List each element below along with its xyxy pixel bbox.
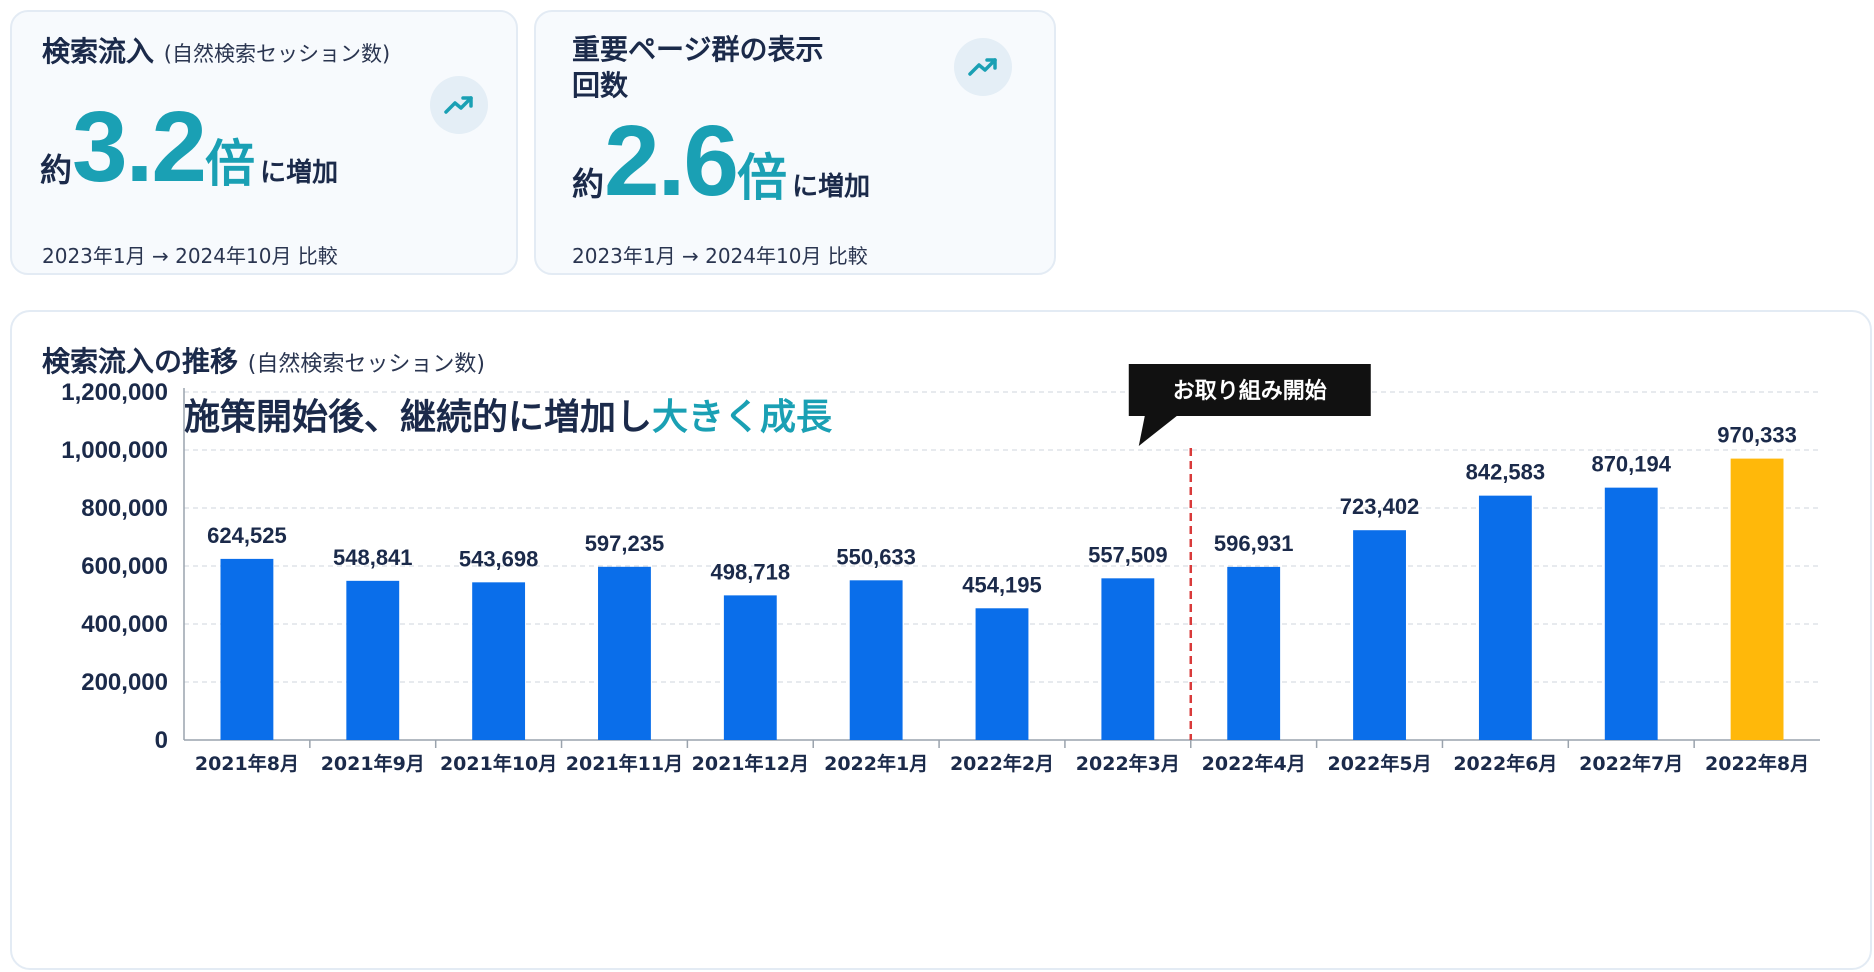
bar [220, 558, 274, 740]
data-label: 597,235 [585, 531, 665, 556]
stat-title-text: 検索流入 [42, 35, 155, 68]
stat-prefix: 約 [572, 165, 605, 203]
y-tick-label: 200,000 [81, 669, 168, 696]
y-tick-label: 800,000 [81, 495, 168, 522]
stat-card-title: 重要ページ群の表示回数 [572, 32, 832, 104]
x-tick-label: 2022年2月 [950, 752, 1054, 775]
stat-card-search-traffic: 検索流入 (自然検索セッション数) 約3.2倍 に増加 2023年1月 → 20… [10, 10, 518, 275]
bar [849, 580, 903, 740]
stat-card-title: 検索流入 (自然検索セッション数) [42, 34, 390, 72]
x-tick-label: 2021年12月 [692, 752, 809, 775]
x-tick-label: 2022年6月 [1453, 752, 1557, 775]
data-label: 723,402 [1340, 494, 1420, 519]
data-label: 970,333 [1717, 423, 1797, 448]
data-label: 498,718 [711, 559, 791, 584]
stat-comparison-note: 2023年1月 → 2024年10月 比較 [572, 244, 868, 268]
bar [1101, 578, 1155, 740]
x-tick-label: 2021年8月 [195, 752, 299, 775]
stat-suffix: に増加 [260, 158, 339, 188]
x-tick-label: 2021年11月 [566, 752, 683, 775]
data-label: 454,195 [962, 572, 1042, 597]
data-label: 624,525 [207, 523, 287, 548]
callout-box [1128, 364, 1371, 446]
x-tick-label: 2022年5月 [1327, 752, 1431, 775]
y-tick-label: 0 [155, 727, 168, 754]
bar [1353, 530, 1406, 740]
stat-number: 3.2 [72, 91, 207, 203]
bar [975, 608, 1029, 740]
trending-up-icon [954, 38, 1012, 96]
x-tick-label: 2022年8月 [1705, 752, 1809, 775]
stat-card-page-impressions: 重要ページ群の表示回数 約2.6倍 に増加 2023年1月 → 2024年10月… [534, 10, 1056, 275]
chart-title-sub: (自然検索セッション数) [247, 352, 485, 377]
x-tick-label: 2021年9月 [321, 752, 425, 775]
bar [1478, 495, 1532, 740]
stat-title-sub: (自然検索セッション数) [163, 42, 391, 66]
chart-title-text: 検索流入の推移 [42, 345, 239, 378]
y-tick-label: 1,200,000 [61, 379, 168, 406]
stat-big-value: 約2.6倍 に増加 [572, 104, 870, 219]
trending-up-icon [430, 76, 488, 134]
bar [598, 566, 651, 740]
x-tick-label: 2022年7月 [1579, 752, 1683, 775]
bar [1227, 566, 1281, 740]
bar-chart: 0 200,000 400,000 600,000 800,000 1,000,000 1,… [61, 364, 1820, 775]
stat-unit: 倍 [205, 135, 256, 193]
y-tick-label: 1,000,000 [61, 437, 168, 464]
stat-comparison-note: 2023年1月 → 2024年10月 比較 [42, 244, 338, 268]
data-label: 543,698 [459, 546, 539, 571]
bar [723, 595, 777, 740]
stat-prefix: 約 [40, 151, 73, 189]
bar [1730, 458, 1784, 740]
bar [346, 580, 400, 740]
data-label: 550,633 [836, 544, 916, 569]
stat-suffix: に増加 [792, 172, 871, 202]
data-label: 557,509 [1088, 542, 1168, 567]
data-label: 548,841 [333, 545, 413, 570]
x-tick-label: 2022年4月 [1202, 752, 1306, 775]
bar [1604, 487, 1658, 740]
chart-subtitle-accent: 大きく成長 [652, 397, 833, 438]
data-label: 596,931 [1214, 531, 1294, 556]
callout-label: お取り組み開始 [1173, 378, 1327, 404]
stat-number: 2.6 [604, 105, 739, 217]
chart-title: 検索流入の推移 (自然検索セッション数) [42, 340, 485, 380]
stat-unit: 倍 [737, 149, 788, 207]
traffic-trend-card: 検索流入の推移 (自然検索セッション数) 施策開始後、継続的に増加し大きく成長 … [10, 310, 1872, 970]
chart-subtitle: 施策開始後、継続的に増加し大きく成長 [184, 388, 832, 440]
x-tick-label: 2021年10月 [440, 752, 557, 775]
y-tick-label: 600,000 [81, 553, 168, 580]
x-tick-label: 2022年3月 [1076, 752, 1180, 775]
chart-subtitle-main: 施策開始後、継続的に増加し [184, 397, 653, 438]
y-tick-label: 400,000 [81, 611, 168, 638]
data-label: 842,583 [1466, 460, 1546, 485]
data-label: 870,194 [1591, 452, 1671, 477]
x-tick-label: 2022年1月 [824, 752, 928, 775]
stat-big-value: 約3.2倍 に増加 [40, 90, 338, 205]
stat-title-text: 重要ページ群の表示回数 [572, 33, 824, 102]
bar [472, 582, 526, 740]
